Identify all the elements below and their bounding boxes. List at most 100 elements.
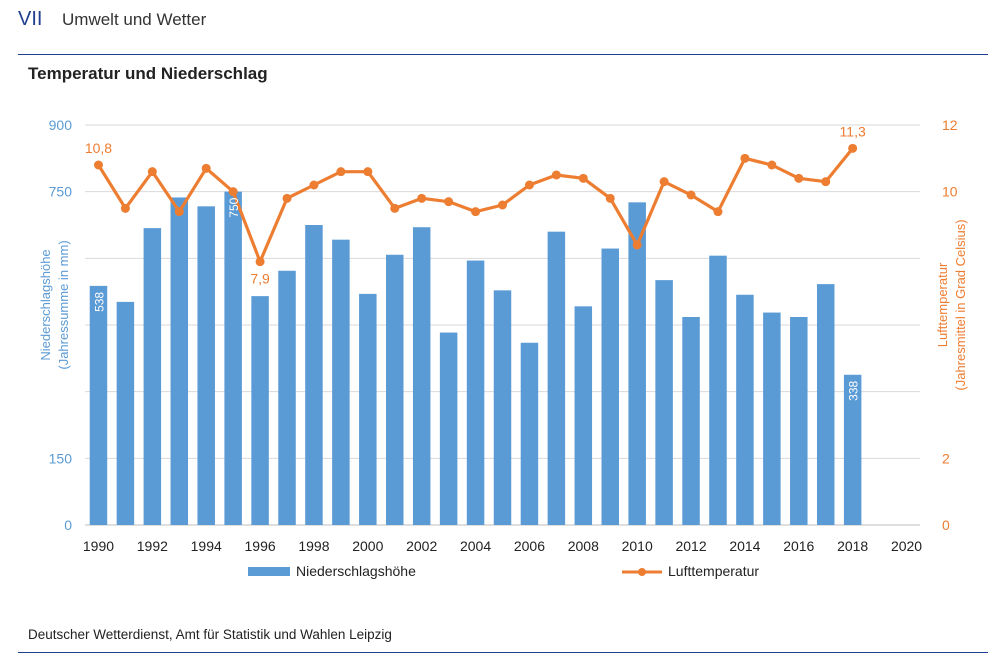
precipitation-bar-2001	[386, 254, 404, 525]
precipitation-bar-2005	[493, 290, 512, 525]
chart-title: Temperatur und Niederschlag	[28, 64, 268, 83]
temperature-point-2002	[417, 193, 427, 203]
temperature-point-2000	[363, 167, 373, 177]
precipitation-bar-2000	[359, 293, 377, 525]
temperature-point-1992	[147, 167, 157, 177]
precipitation-bar-2003	[439, 332, 458, 525]
precipitation-bar-2012	[682, 317, 700, 525]
precipitation-bar-1997	[278, 270, 296, 525]
temperature-data-label: 7,9	[250, 271, 270, 287]
precipitation-bar-1999	[332, 239, 350, 525]
footer-divider	[18, 652, 988, 653]
temperature-point-2011	[659, 177, 669, 187]
x-axis-tick-label: 1994	[191, 538, 222, 554]
temperature-point-2006	[524, 180, 534, 190]
precipitation-bar-2006	[520, 342, 539, 525]
right-axis-title-line2: (Jahresmittel in Grad Celsius)	[953, 219, 968, 390]
precipitation-bar-2009	[601, 248, 619, 526]
x-axis-tick-label: 2018	[837, 538, 868, 554]
left-axis-title-line1: Niederschlagshöhe	[38, 249, 53, 360]
header-divider	[18, 54, 988, 55]
precipitation-bar-2014	[736, 294, 754, 525]
precipitation-bar-2007	[547, 231, 566, 525]
x-axis-tick-label: 2008	[568, 538, 599, 554]
temperature-point-1990	[93, 160, 103, 170]
right-axis-tick-label: 0	[942, 517, 950, 533]
precipitation-bar-2016	[790, 317, 808, 525]
left-axis-title-line2: (Jahressumme in mm)	[56, 240, 71, 369]
chapter-title: Umwelt und Wetter	[62, 10, 207, 29]
temperature-point-2016	[794, 173, 804, 183]
precipitation-bar-2004	[466, 260, 485, 525]
temperature-point-2009	[605, 193, 615, 203]
x-axis-tick-label: 2014	[729, 538, 760, 554]
legend-label-temperature: Lufttemperatur	[668, 563, 759, 579]
left-axis-tick-label: 150	[49, 450, 73, 466]
precipitation-bar-1993	[170, 197, 189, 525]
precipitation-bar-2015	[763, 312, 781, 525]
precipitation-bar-2010	[628, 202, 646, 526]
temperature-point-1999	[336, 167, 346, 177]
chapter-number: VII	[18, 8, 43, 30]
precipitation-bar-1991	[116, 301, 135, 525]
right-axis-tick-label: 12	[942, 117, 958, 133]
temperature-point-1993	[174, 207, 184, 217]
precipitation-data-label: 338	[847, 380, 861, 400]
precipitation-bar-2008	[574, 306, 593, 525]
temperature-point-1995	[228, 187, 238, 197]
right-axis-tick-label: 2	[942, 450, 950, 466]
temperature-point-1991	[120, 203, 130, 213]
temperature-point-2005	[498, 200, 507, 210]
left-axis-tick-label: 750	[49, 184, 73, 200]
precipitation-bar-1995	[224, 191, 242, 525]
legend-label-precipitation: Niederschlagshöhe	[296, 563, 416, 579]
precipitation-bar-2018	[843, 374, 862, 525]
x-axis-tick-label: 2016	[783, 538, 814, 554]
right-axis-tick-label: 10	[942, 184, 958, 200]
precipitation-data-label: 750	[227, 197, 241, 217]
temperature-point-2017	[821, 177, 831, 187]
precipitation-bar-1992	[143, 228, 162, 525]
temperature-data-label: 10,8	[85, 140, 112, 156]
x-axis-tick-label: 2004	[460, 538, 491, 554]
precipitation-bar-2017	[816, 284, 835, 525]
x-axis-tick-label: 2012	[675, 538, 706, 554]
legend: Niederschlagshöhe Lufttemperatur	[248, 563, 759, 579]
temperature-data-label: 11,3	[840, 123, 866, 139]
legend-marker-temperature	[638, 568, 646, 576]
precipitation-bar-1998	[305, 225, 323, 525]
axes: Niederschlagshöhe (Jahressumme in mm) Lu…	[38, 117, 968, 554]
legend-swatch-precipitation	[248, 567, 290, 576]
precipitation-bar-2011	[655, 280, 673, 525]
precipitation-bar-1990	[89, 285, 108, 525]
temperature-point-2015	[767, 160, 777, 170]
temperature-point-1994	[201, 163, 211, 173]
x-axis-tick-label: 2020	[891, 538, 922, 554]
temperature-point-2010	[632, 240, 642, 250]
data-labels: 538 750 338 10,8 7,9 11,3	[85, 123, 866, 400]
temperature-point-2014	[740, 153, 750, 163]
precipitation-data-label: 538	[92, 292, 106, 312]
temperature-point-1997	[282, 193, 292, 203]
left-axis-tick-label: 900	[49, 117, 73, 133]
temperature-point-2018	[848, 143, 858, 153]
temperature-point-1996	[255, 257, 265, 267]
temperature-point-2001	[390, 203, 400, 213]
x-axis-tick-label: 1992	[137, 538, 168, 554]
precipitation-bar-1994	[197, 206, 215, 526]
x-axis-tick-label: 1990	[83, 538, 114, 554]
temperature-point-2013	[713, 207, 723, 217]
temperature-point-2007	[551, 170, 561, 180]
temperature-point-1998	[309, 180, 319, 190]
temperature-line	[93, 143, 858, 267]
precipitation-bars	[89, 191, 862, 526]
temperature-point-2003	[444, 197, 454, 207]
x-axis-tick-label: 2010	[622, 538, 653, 554]
x-axis-tick-label: 2002	[406, 538, 437, 554]
page-header: VII Umwelt und Wetter	[0, 0, 1000, 56]
x-axis-tick-label: 1998	[298, 538, 329, 554]
temperature-point-2008	[578, 173, 588, 183]
precipitation-bar-2002	[412, 227, 431, 525]
x-axis-tick-label: 1996	[245, 538, 276, 554]
